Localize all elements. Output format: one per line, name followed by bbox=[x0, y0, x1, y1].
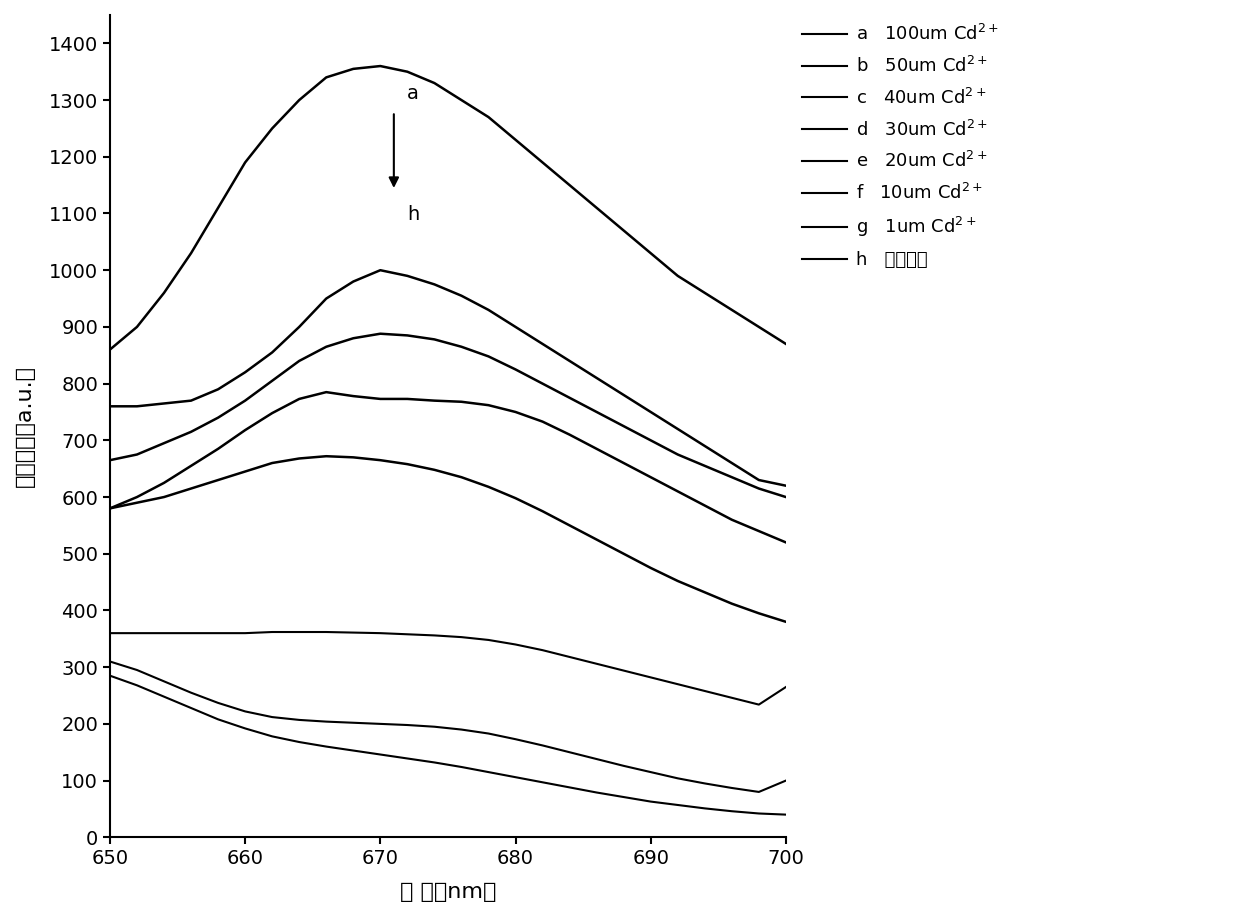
Text: a: a bbox=[408, 83, 419, 103]
Text: h: h bbox=[408, 205, 419, 224]
Legend: a   100um Cd$^{2+}$, b   50um Cd$^{2+}$, c   40um Cd$^{2+}$, d   30um Cd$^{2+}$,: a 100um Cd$^{2+}$, b 50um Cd$^{2+}$, c 4… bbox=[802, 24, 999, 269]
X-axis label: 波 长（nm）: 波 长（nm） bbox=[399, 882, 496, 902]
Y-axis label: 荧光强度（a.u.）: 荧光强度（a.u.） bbox=[15, 365, 35, 487]
